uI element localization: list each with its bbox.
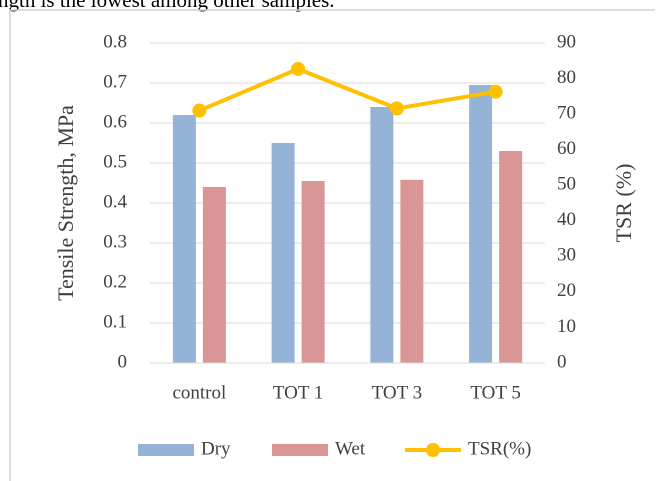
- y-tick-label: 0.4: [103, 191, 127, 212]
- y-tick-label: 0.3: [103, 231, 127, 252]
- y2-tick-label: 80: [557, 67, 576, 88]
- caption-fragment: ngth is the lowest among other samples.: [0, 0, 335, 12]
- y-tick-label: 0.5: [103, 151, 127, 172]
- y2-tick-label: 30: [557, 245, 576, 266]
- bar: [370, 107, 394, 363]
- y-tick-label: 0.7: [103, 71, 127, 92]
- bar: [499, 151, 523, 363]
- y-tick-label: 0: [118, 351, 128, 372]
- legend-label: TSR(%): [468, 438, 531, 459]
- line-marker: [389, 101, 404, 116]
- y2-tick-label: 40: [557, 209, 576, 230]
- y-tick-label: 0.6: [103, 111, 127, 132]
- line-marker: [488, 84, 503, 99]
- y2-tick-label: 70: [557, 102, 576, 123]
- legend-marker: [426, 443, 440, 457]
- legend-swatch: [272, 444, 328, 456]
- x-tick-label: TOT 5: [470, 382, 521, 403]
- x-tick-label: TOT 1: [273, 382, 324, 403]
- line-marker: [192, 103, 207, 118]
- y-tick-label: 0.2: [103, 271, 127, 292]
- bar: [301, 181, 325, 363]
- bar: [172, 115, 196, 363]
- line-series: [198, 66, 496, 113]
- bar: [271, 143, 295, 363]
- y-tick-label: 0.1: [103, 311, 127, 332]
- y2-tick-label: 60: [557, 138, 576, 159]
- line-marker: [291, 61, 306, 76]
- y2-tick-label: 10: [557, 316, 576, 337]
- legend-label: Dry: [201, 438, 231, 459]
- y2-axis-label: TSR (%): [611, 164, 636, 243]
- y-tick-label: 0.8: [103, 31, 127, 52]
- y2-tick-label: 50: [557, 174, 576, 195]
- legend-label: Wet: [335, 438, 366, 459]
- y2-tick-label: 20: [557, 280, 576, 301]
- x-tick-label: control: [172, 382, 226, 403]
- y2-tick-label: 90: [557, 31, 576, 52]
- chart-frame: [9, 9, 655, 481]
- legend-swatch: [138, 444, 194, 456]
- bar: [202, 187, 226, 363]
- bar: [469, 85, 493, 363]
- bar: [400, 179, 424, 363]
- y-axis-label: Tensile Strength, MPa: [53, 105, 78, 301]
- y2-tick-label: 0: [557, 351, 567, 372]
- x-tick-label: TOT 3: [372, 382, 423, 403]
